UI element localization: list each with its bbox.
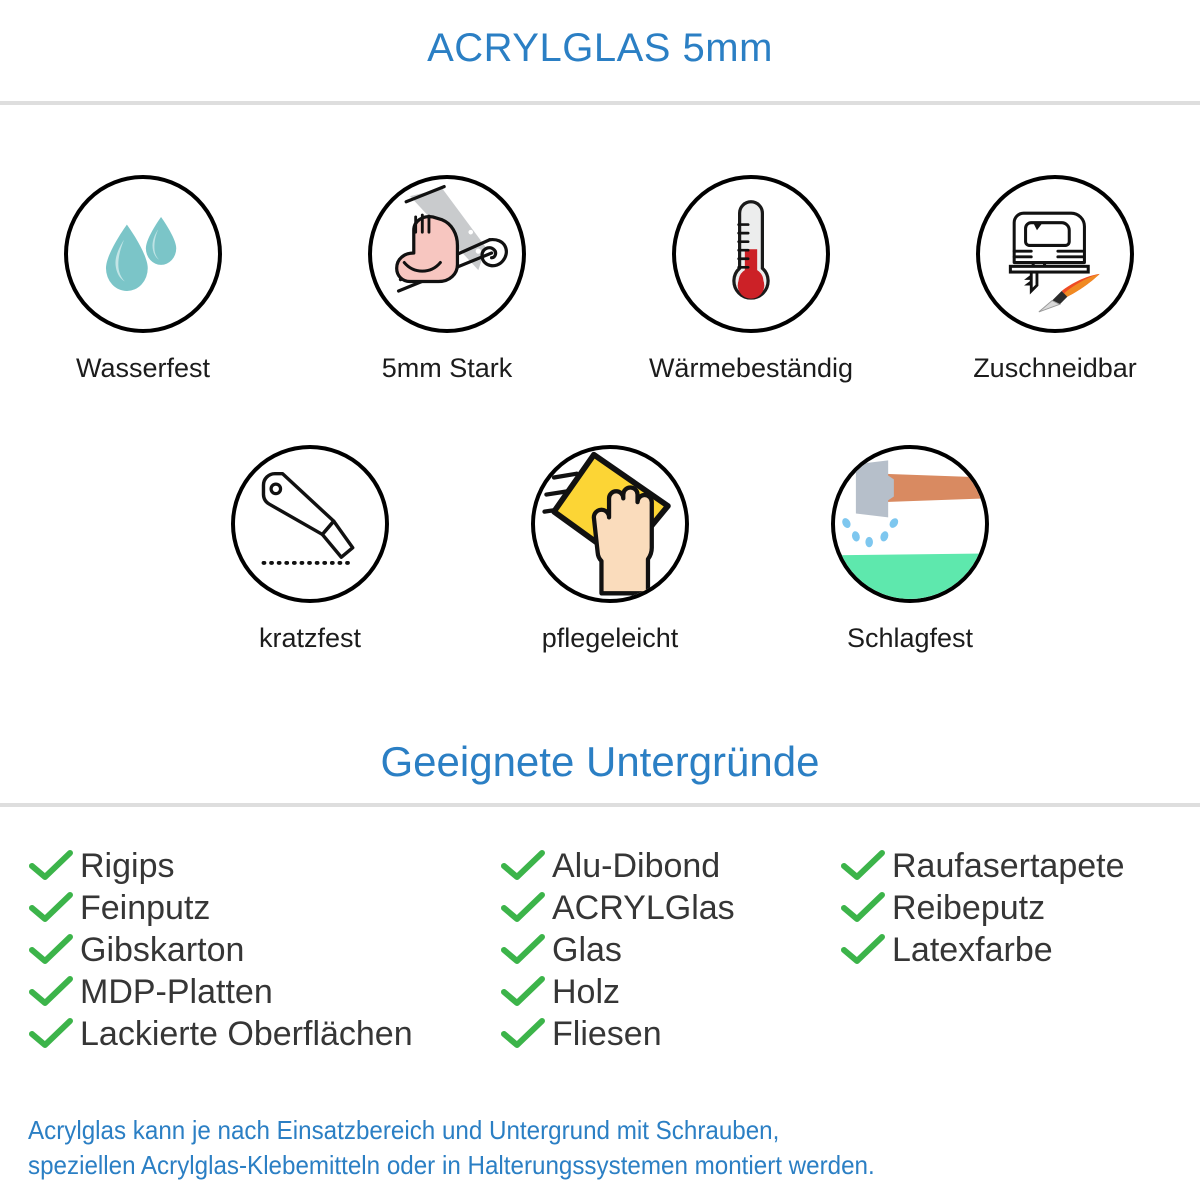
list-item-label: Rigips	[80, 847, 175, 885]
check-icon	[841, 934, 885, 964]
substrate-checklist: Rigips Feinputz Gibskarton MDP-Platten L…	[0, 845, 1200, 1075]
list-item-label: Gibskarton	[80, 931, 245, 969]
feature-icon-circle	[231, 445, 389, 603]
divider-middle	[0, 803, 1200, 807]
list-item: Glas	[500, 929, 735, 971]
list-item-label: Alu-Dibond	[552, 847, 721, 885]
feature-label: pflegeleicht	[541, 623, 679, 653]
page-title: ACRYLGLAS 5mm	[427, 26, 773, 70]
list-item-label: Holz	[552, 973, 621, 1011]
list-item: Raufasertapete	[840, 845, 1125, 887]
list-item: Holz	[500, 971, 735, 1013]
list-item-label: Glas	[552, 931, 622, 969]
feature-pflege: pflegeleicht	[500, 445, 720, 654]
feature-icon-circle	[368, 175, 526, 333]
list-item-label: MDP-Platten	[80, 973, 273, 1011]
list-item: Feinputz	[28, 887, 413, 929]
check-icon	[501, 1018, 545, 1048]
feature-icon-circle	[64, 175, 222, 333]
list-item: Latexfarbe	[840, 929, 1125, 971]
check-icon	[501, 976, 545, 1006]
section-subtitle: Geeignete Untergründe	[380, 738, 820, 785]
jigsaw-cutter-icon	[1008, 211, 1100, 313]
feature-label: Wärmebeständig	[648, 353, 854, 383]
list-item-label: Feinputz	[80, 889, 211, 927]
list-item-label: Raufasertapete	[892, 847, 1125, 885]
check-icon	[841, 892, 885, 922]
feature-schlag: Schlagfest	[800, 445, 1020, 654]
thermometer-icon	[732, 200, 770, 300]
feature-zuschneid: Zuschneidbar	[945, 175, 1165, 384]
list-item-label: Lackierte Oberflächen	[80, 1015, 413, 1053]
feature-label: kratzfest	[258, 623, 362, 653]
water-drops-icon	[105, 216, 177, 292]
check-icon	[29, 976, 73, 1006]
feature-kratzfest: kratzfest	[200, 445, 420, 654]
check-icon	[501, 892, 545, 922]
feature-label: Wasserfest	[75, 353, 211, 383]
check-icon	[29, 850, 73, 880]
list-item-label: ACRYLGlas	[552, 889, 735, 927]
check-icon	[501, 934, 545, 964]
footer-line-2: speziellen Acrylglas-Klebemitteln oder i…	[28, 1150, 875, 1180]
feature-waerme: Wärmebeständig	[641, 175, 861, 384]
flexing-arm-icon	[395, 184, 508, 293]
check-icon	[501, 850, 545, 880]
list-item: ACRYLGlas	[500, 887, 735, 929]
feature-wasserfest: Wasserfest	[33, 175, 253, 384]
divider-top	[0, 101, 1200, 105]
list-item: Rigips	[28, 845, 413, 887]
list-item: Fliesen	[500, 1013, 735, 1055]
list-item: MDP-Platten	[28, 971, 413, 1013]
list-item-label: Latexfarbe	[892, 931, 1053, 969]
box-cutter-icon	[261, 471, 355, 565]
check-icon	[29, 892, 73, 922]
check-icon	[841, 850, 885, 880]
list-item: Reibeputz	[840, 887, 1125, 929]
feature-label: Zuschneidbar	[973, 353, 1137, 383]
list-item-label: Reibeputz	[892, 889, 1046, 927]
list-item-label: Fliesen	[552, 1015, 662, 1053]
feature-icon-circle	[976, 175, 1134, 333]
list-item: Alu-Dibond	[500, 845, 735, 887]
hand-wiping-cloth-icon	[542, 451, 671, 596]
substrate-column-3: Raufasertapete Reibeputz Latexfarbe	[840, 845, 1125, 971]
feature-icon-circle	[831, 445, 989, 603]
feature-stark: 5mm Stark	[337, 175, 557, 384]
substrate-column-2: Alu-Dibond ACRYLGlas Glas Holz Fliesen	[500, 845, 735, 1055]
feature-label: 5mm Stark	[381, 353, 513, 383]
footer-note: Acrylglas kann je nach Einsatzbereich un…	[28, 1113, 1111, 1183]
hammer-impact-icon	[835, 460, 985, 599]
list-item: Gibskarton	[28, 929, 413, 971]
feature-icon-circle	[672, 175, 830, 333]
list-item: Lackierte Oberflächen	[28, 1013, 413, 1055]
feature-icon-circle	[531, 445, 689, 603]
footer-line-1: Acrylglas kann je nach Einsatzbereich un…	[28, 1115, 780, 1145]
check-icon	[29, 934, 73, 964]
check-icon	[29, 1018, 73, 1048]
feature-label: Schlagfest	[846, 623, 974, 653]
substrate-column-1: Rigips Feinputz Gibskarton MDP-Platten L…	[28, 845, 413, 1055]
